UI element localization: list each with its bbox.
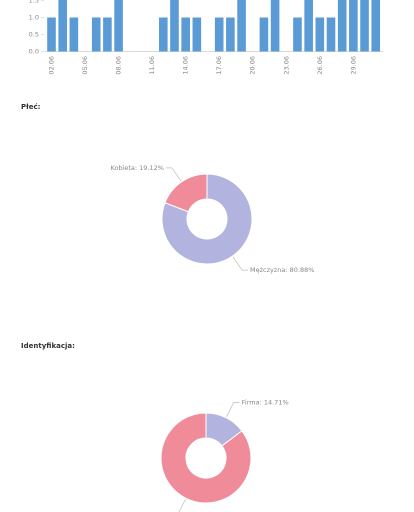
slice-label: Kobieta: 19.12% <box>111 164 164 172</box>
leader-line <box>232 256 249 271</box>
leader-line <box>226 402 240 417</box>
bar <box>214 17 224 52</box>
y-tick-label: 0.5 <box>29 31 39 39</box>
pie-slice <box>164 173 208 213</box>
slice-label: Firma: 14.71% <box>242 399 289 407</box>
x-tick-label: 23.06 <box>282 56 290 75</box>
bar <box>159 17 168 52</box>
bar <box>181 17 190 52</box>
section-title: Identyfikacja: <box>21 342 75 350</box>
x-tick-label: 08.06 <box>115 56 123 75</box>
x-tick-label: 17.06 <box>215 56 223 75</box>
bar <box>103 17 112 52</box>
x-tick-label: 26.06 <box>316 56 324 75</box>
y-tick-label: 0.0 <box>29 48 39 56</box>
leader-line <box>165 167 182 182</box>
bar <box>170 0 179 52</box>
bar <box>304 0 313 52</box>
x-tick-label: 14.06 <box>182 56 190 75</box>
bar <box>259 17 269 52</box>
section-title: Płeć: <box>21 103 41 111</box>
x-tick-label: 02.06 <box>48 56 56 75</box>
bar <box>293 17 302 52</box>
bar <box>349 0 358 52</box>
bar <box>326 17 336 52</box>
pie-slice <box>160 412 252 504</box>
bar <box>114 0 123 52</box>
bar <box>237 0 246 52</box>
bar <box>69 17 79 52</box>
bar <box>47 17 56 52</box>
bar <box>315 17 325 52</box>
pie-slice <box>161 173 253 265</box>
bar <box>91 17 101 52</box>
y-tick-label: 1.0 <box>29 14 39 22</box>
x-tick-label: 20.06 <box>249 56 257 75</box>
bar <box>58 0 67 52</box>
bar <box>192 17 202 52</box>
bar <box>226 17 235 52</box>
x-tick-label: 05.06 <box>81 56 89 75</box>
slice-label: Mężczyzna: 80.88% <box>250 266 314 274</box>
bar <box>270 0 280 52</box>
y-tick-label: 1.5 <box>29 0 39 5</box>
bar <box>371 0 381 52</box>
x-tick-label: 11.06 <box>148 56 156 75</box>
x-tick-label: 29.06 <box>349 56 357 75</box>
bar <box>337 0 347 52</box>
leader-line <box>178 499 186 512</box>
bar <box>360 0 369 52</box>
